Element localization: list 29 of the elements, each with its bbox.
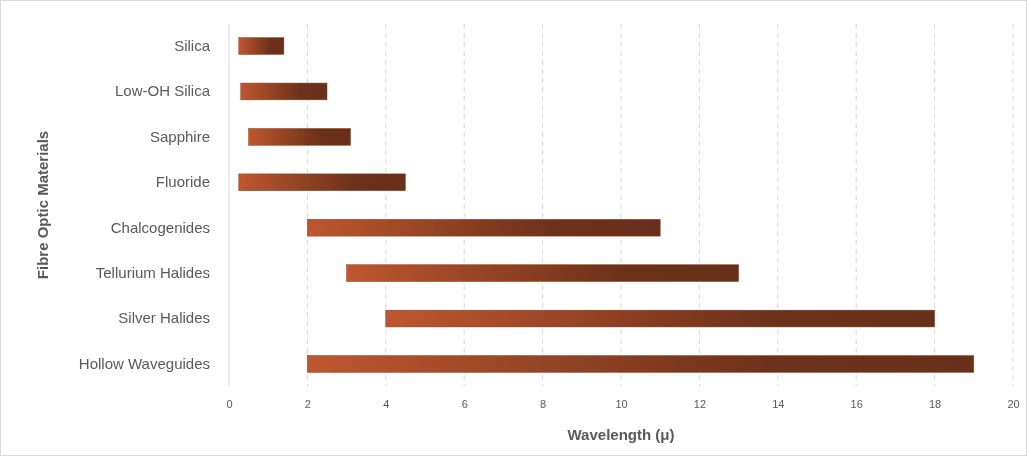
x-tick-label: 8 (540, 397, 547, 410)
x-tick-label: 4 (383, 397, 390, 410)
y-tick-label: Tellurium Halides (95, 263, 210, 281)
x-axis-title: Wavelength (μ) (567, 426, 675, 443)
bar (307, 355, 975, 373)
y-tick-label: Hollow Waveguides (78, 354, 210, 372)
x-tick-label: 2 (304, 397, 311, 410)
y-tick-label: Silica (174, 36, 211, 54)
bar (346, 264, 739, 282)
x-tick-label: 16 (850, 397, 863, 410)
bar (238, 173, 406, 191)
bar (238, 37, 285, 55)
y-tick-label: Low-OH Silica (114, 82, 211, 100)
y-tick-label: Silver Halides (118, 309, 210, 327)
x-tick-label: 6 (461, 397, 468, 410)
x-tick-label: 10 (615, 397, 628, 410)
y-tick-label: Chalcogenides (110, 218, 210, 236)
y-tick-label: Fluoride (155, 173, 210, 191)
y-axis-title: Fibre Optic Materials (34, 130, 51, 280)
x-tick-label: 0 (226, 397, 233, 410)
bar (240, 82, 328, 101)
bar (307, 219, 661, 237)
x-tick-label: 20 (1007, 397, 1020, 410)
bar (248, 128, 351, 146)
x-tick-label: 18 (928, 397, 942, 410)
x-tick-label: 12 (693, 397, 707, 410)
y-tick-label: Sapphire (149, 127, 210, 145)
x-tick-label: 14 (772, 397, 785, 410)
bar (385, 309, 935, 328)
